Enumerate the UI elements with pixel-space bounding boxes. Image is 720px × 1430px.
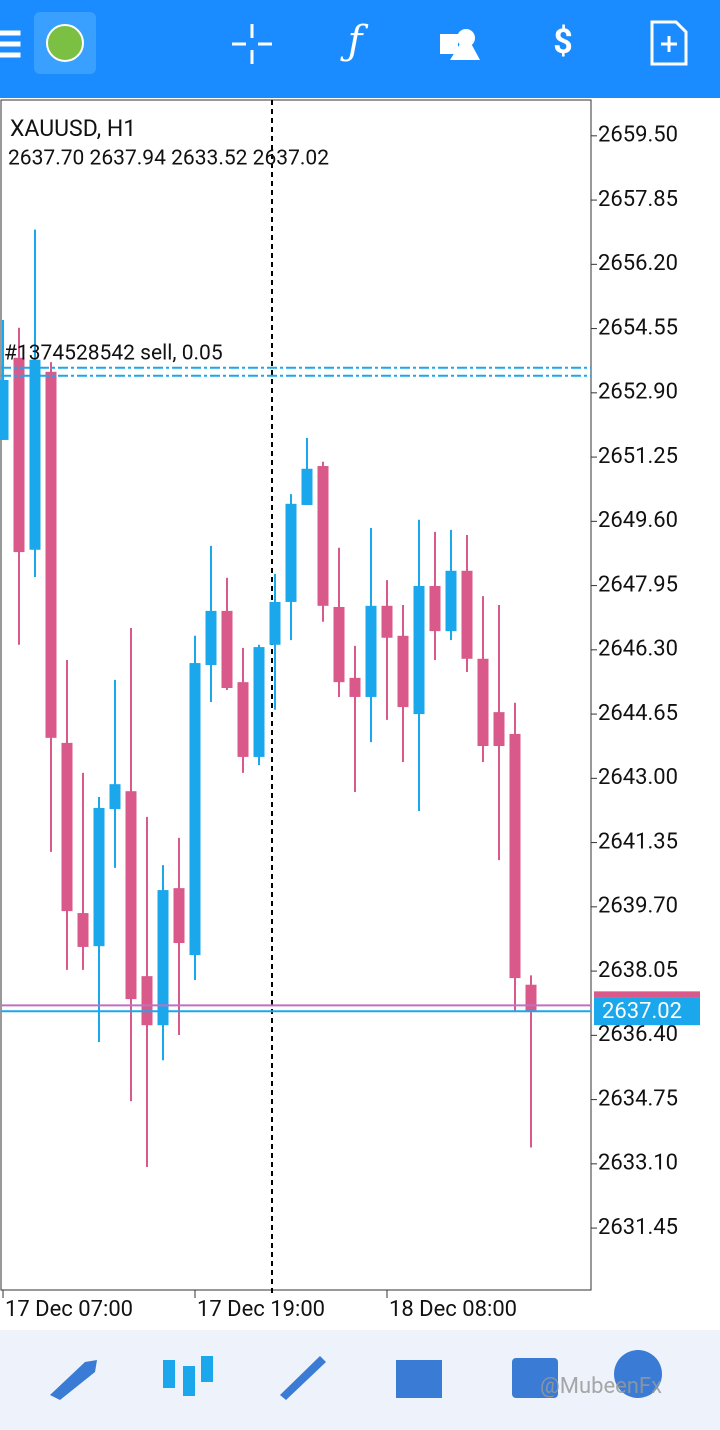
candle-body	[157, 890, 169, 1026]
y-tick-label: 2633.10	[598, 1151, 678, 1176]
candle-body	[397, 635, 409, 708]
candle-body	[381, 605, 393, 638]
watermark: @MubeenFx	[540, 1374, 662, 1399]
trade-button[interactable]: $	[553, 22, 573, 62]
y-tick-label: 2631.45	[598, 1215, 678, 1240]
objects-button[interactable]	[440, 29, 480, 60]
candle-body	[413, 585, 425, 715]
candle-body	[77, 913, 89, 947]
candle-body	[205, 610, 217, 666]
x-tick-label: 18 Dec 08:00	[389, 1297, 517, 1322]
candle-body	[237, 682, 249, 757]
order-label: #1374528542 sell, 0.05	[4, 341, 223, 365]
candle-body	[189, 663, 201, 956]
quotes-tab[interactable]	[50, 1360, 97, 1400]
candle-body	[301, 468, 313, 505]
crosshair-button[interactable]	[232, 24, 272, 64]
y-tick-label: 2654.55	[598, 315, 678, 340]
x-tick-label: 17 Dec 07:00	[5, 1297, 133, 1322]
candle-body	[349, 677, 361, 697]
menu-button[interactable]	[0, 30, 21, 58]
y-tick-label: 2646.30	[598, 637, 678, 662]
bottom-nav	[0, 1330, 720, 1430]
candle-body	[109, 784, 121, 810]
candle-body	[13, 357, 25, 553]
ohlc-readout: 2637.70 2637.94 2633.52 2637.02	[8, 147, 329, 171]
y-tick-label: 2644.65	[598, 701, 678, 726]
y-tick-label: 2634.75	[598, 1086, 678, 1111]
candle-body	[333, 606, 345, 683]
y-tick-label: 2657.85	[598, 187, 678, 212]
y-tick-label: 2652.90	[598, 380, 678, 405]
candle-body	[365, 605, 377, 697]
y-tick-label: 2638.05	[598, 958, 678, 983]
y-tick-label: 2647.95	[598, 572, 678, 597]
trade-tab[interactable]	[280, 1356, 326, 1400]
candle-body	[509, 733, 521, 979]
candle-body	[317, 466, 329, 606]
news-tab[interactable]	[512, 1358, 558, 1398]
y-tick-label: 2639.70	[598, 894, 678, 919]
messages-tab[interactable]	[614, 1350, 662, 1398]
y-tick-label: 2651.25	[598, 444, 678, 469]
y-tick-label: 2656.20	[598, 251, 678, 276]
top-bar	[0, 0, 720, 98]
candle-body	[29, 359, 41, 550]
candle-body	[61, 742, 73, 912]
chart-tab[interactable]	[163, 1356, 213, 1396]
bottom-nav-icons	[50, 1350, 662, 1400]
history-tab[interactable]	[396, 1360, 442, 1398]
new-order-button[interactable]	[650, 20, 688, 66]
price-label: 2637.02	[602, 999, 682, 1024]
candle-body	[45, 371, 57, 738]
logo-globe	[46, 24, 84, 62]
candle-body	[93, 807, 105, 947]
x-tick-label: 17 Dec 19:00	[197, 1297, 325, 1322]
candle-body	[285, 503, 297, 602]
y-tick-label: 2659.50	[598, 123, 678, 148]
candle-body	[125, 791, 137, 1000]
candle-body	[461, 570, 473, 659]
price-box	[594, 997, 700, 1026]
chart-title: XAUUSD, H1	[10, 115, 136, 142]
candle-body	[493, 712, 505, 747]
y-tick-label: 2649.60	[598, 508, 678, 533]
plot	[0, 229, 537, 1167]
candle-body	[445, 570, 457, 632]
chart-frame	[0, 99, 592, 1291]
candle-body	[221, 610, 233, 688]
candle-body	[269, 601, 281, 645]
candle-body	[141, 976, 153, 1026]
candle-body	[173, 888, 185, 944]
candle-body	[0, 379, 9, 440]
candle-body	[477, 658, 489, 747]
ask-marker	[594, 991, 700, 998]
candle-body	[429, 585, 441, 632]
y-tick-label: 2641.35	[598, 829, 678, 854]
y-tick-label: 2643.00	[598, 765, 678, 790]
candle-body	[253, 647, 265, 757]
candle-body	[525, 984, 537, 1012]
y-tick-label: 2636.40	[598, 1022, 678, 1047]
